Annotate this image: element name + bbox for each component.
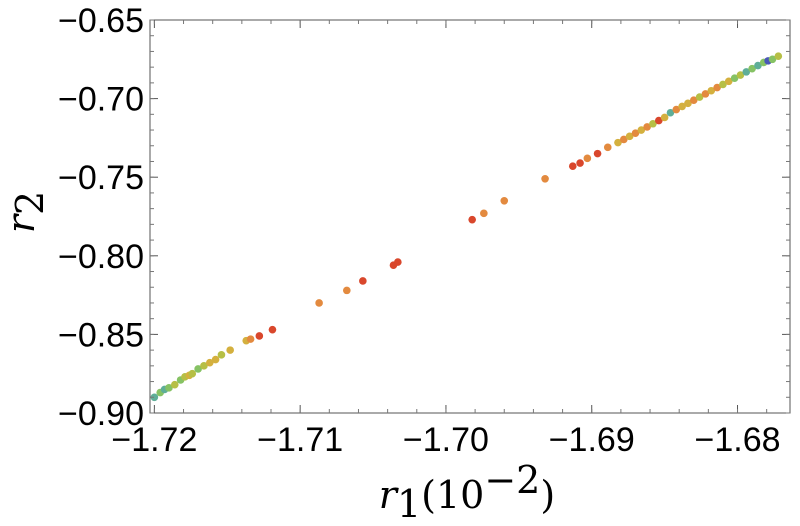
data-point [701, 90, 710, 98]
data-point [593, 149, 602, 158]
data-point [315, 299, 323, 307]
data-point [583, 154, 592, 163]
y-tick-label: −0.65 [58, 2, 144, 40]
data-point [343, 286, 351, 295]
data-point [603, 143, 612, 152]
data-point [678, 102, 686, 111]
data-point [660, 113, 669, 122]
data-point [689, 96, 698, 104]
x-tick-label: −1.70 [403, 421, 489, 459]
data-point [768, 55, 777, 64]
data-point [541, 174, 549, 183]
data-point [194, 365, 202, 373]
data-point [684, 99, 692, 108]
data-point [742, 68, 751, 76]
x-tick-label: −1.69 [549, 421, 635, 459]
data-point [359, 277, 367, 285]
data-point [188, 369, 197, 378]
axis-ticks [150, 19, 790, 414]
y-tick-label: −0.85 [58, 316, 144, 354]
data-point [748, 64, 756, 73]
data-point [165, 384, 173, 392]
data-point [205, 358, 214, 367]
data-point [211, 355, 220, 364]
data-point [268, 325, 277, 334]
data-point [394, 258, 402, 266]
x-axis-label: r1(10−2) [379, 458, 555, 526]
y-tick-label: −0.75 [58, 159, 144, 197]
data-point [736, 71, 745, 79]
data-point [614, 138, 622, 147]
data-point [654, 116, 663, 125]
y-axis-label: r2 [0, 191, 52, 233]
data-point [217, 351, 226, 359]
data-point [672, 105, 681, 114]
data-point [625, 132, 634, 141]
data-point [724, 77, 733, 86]
data-point [246, 335, 255, 343]
tick-labels: −1.72 −1.71 −1.70 −1.69 −1.68 −0.90 −0.85 −0.80… [58, 2, 781, 459]
x-tick-label: −1.71 [257, 421, 343, 459]
data-point [200, 362, 208, 370]
data-point [568, 162, 577, 170]
data-point [500, 196, 509, 205]
y-tick-label: −0.70 [58, 81, 144, 119]
y-tick-label: −0.90 [58, 395, 144, 433]
data-point [620, 135, 628, 144]
data-point [468, 215, 476, 224]
data-point [643, 123, 651, 131]
data-point [637, 126, 646, 134]
data-point [666, 108, 675, 117]
data-point [226, 346, 234, 354]
data-point [170, 380, 179, 389]
data-point [255, 332, 264, 340]
x-tick-label: −1.72 [111, 421, 197, 459]
data-point [480, 209, 488, 218]
data-point [719, 80, 727, 89]
data-point [649, 119, 657, 128]
data-point [150, 393, 159, 402]
plot-frame [149, 19, 791, 414]
y-tick-label: −0.80 [58, 238, 144, 276]
data-point [774, 52, 783, 60]
data-point [713, 83, 721, 92]
data-point [707, 86, 716, 95]
x-tick-label: −1.68 [695, 421, 781, 459]
data-points [150, 52, 783, 402]
data-point [631, 129, 640, 137]
data-point [754, 61, 762, 70]
data-point [576, 159, 584, 167]
data-point [730, 74, 739, 82]
data-point [695, 93, 704, 101]
